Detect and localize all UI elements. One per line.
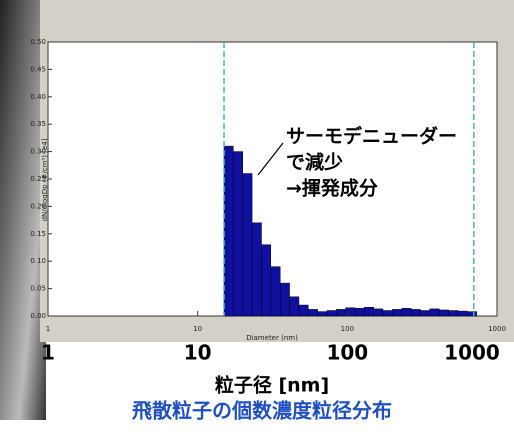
- bar: [392, 309, 403, 317]
- x-tick-label: 100: [341, 325, 354, 333]
- bar: [289, 296, 300, 317]
- bar: [382, 310, 393, 317]
- y-axis-label: dN/dlogDp (#/cm³) [e4]: [41, 138, 49, 221]
- big-x-tick-label: 10: [184, 341, 212, 365]
- bar: [420, 310, 431, 317]
- bar: [317, 311, 328, 317]
- bar: [336, 309, 346, 317]
- annotation-line: →揮発成分: [286, 177, 378, 200]
- chart-title: 飛散粒子の個数濃度粒径分布: [132, 399, 392, 423]
- annotation-arrow: [257, 142, 284, 176]
- y-tick-label: 0.00: [30, 312, 46, 320]
- y-tick-label: 0.40: [30, 93, 46, 101]
- bar: [429, 308, 440, 317]
- x-axis-caption: Diameter (nm): [246, 334, 298, 342]
- x-tick-label: 1000: [488, 325, 506, 333]
- bar: [233, 151, 243, 317]
- big-x-tick-label: 1: [41, 341, 55, 365]
- y-tick-label: 0.35: [30, 120, 46, 128]
- y-tick-label: 0.15: [30, 230, 46, 238]
- bar: [410, 309, 421, 317]
- x-axis-label: 粒子径 [nm]: [215, 374, 329, 397]
- bar: [373, 308, 384, 317]
- x-tick-label: 1: [46, 325, 50, 333]
- bar: [354, 308, 365, 317]
- bar: [326, 310, 337, 317]
- annotation-line: サーモデニューダー: [286, 125, 457, 148]
- bar: [401, 308, 412, 317]
- big-x-tick-label: 100: [326, 341, 368, 365]
- bar: [223, 145, 234, 317]
- y-tick-label: 0.25: [30, 175, 46, 183]
- bar: [279, 282, 290, 317]
- bar: [307, 309, 318, 317]
- y-tick-label: 0.05: [30, 285, 46, 293]
- x-tick-label: 10: [193, 325, 202, 333]
- annotation-line: で減少: [286, 151, 343, 174]
- y-tick-label: 0.30: [30, 148, 46, 156]
- annotation: サーモデニューダー で減少 →揮発成分: [286, 125, 457, 200]
- bar: [261, 244, 272, 317]
- bar: [364, 306, 374, 317]
- y-tick-label: 0.45: [30, 65, 46, 73]
- bar: [242, 173, 253, 317]
- y-tick-label: 0.50: [30, 38, 46, 46]
- y-tick-label: 0.20: [30, 202, 46, 210]
- bar: [298, 304, 309, 317]
- background-photo: [0, 0, 46, 420]
- bar: [467, 311, 477, 317]
- bar: [251, 222, 262, 317]
- bar: [457, 310, 468, 317]
- bar: [438, 309, 449, 317]
- big-x-tick-label: 1000: [444, 341, 500, 365]
- bar: [270, 266, 281, 317]
- bar: [448, 310, 459, 317]
- y-tick-label: 0.10: [30, 257, 46, 265]
